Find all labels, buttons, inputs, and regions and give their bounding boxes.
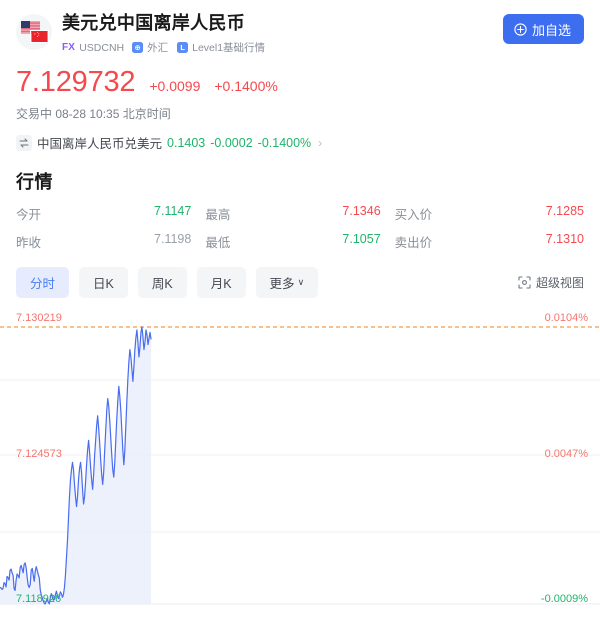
tab-daily-k[interactable]: 日K [79, 267, 128, 298]
stat-label: 今开 [16, 208, 42, 222]
intraday-chart[interactable]: 7.130219 0.0104% 7.124573 0.0047% 7.1189… [0, 310, 600, 622]
superview-button[interactable]: 超级视图 [518, 274, 584, 291]
globe-icon: ⊕ [132, 42, 144, 53]
chart-tabbar: 分时 日K 周K 月K 更多 ∨ 超级视图 [0, 251, 600, 298]
stat-value: 7.1346 [342, 204, 381, 218]
badge-row: FX USDCNH ⊕ 外汇 L Level1基础行情 [62, 40, 503, 55]
stat-value: 7.1198 [154, 232, 192, 246]
tab-label: 日K [93, 277, 114, 291]
header: 美元兑中国离岸人民币 FX USDCNH ⊕ 外汇 L Level1基础行情 加… [0, 0, 600, 55]
stat-item: 昨收 7.1198 [16, 232, 205, 251]
chevron-right-icon: › [318, 135, 323, 150]
price-change: +0.0099 [149, 78, 201, 94]
stat-label: 买入价 [394, 208, 433, 222]
price-row: 7.129732 +0.0099 +0.1400% [0, 55, 600, 99]
stat-item: 买入价 7.1285 [395, 204, 584, 223]
stat-value: 7.1057 [342, 232, 381, 246]
axis-label-left-top: 7.130219 [16, 312, 62, 324]
stat-value: 7.1147 [154, 204, 192, 218]
add-to-watchlist-button[interactable]: 加自选 [502, 14, 584, 44]
stat-item: 卖出价 7.1310 [395, 232, 584, 251]
stat-label: 卖出价 [394, 236, 433, 250]
inverse-pair-link[interactable]: 中国离岸人民币兑美元 0.1403 -0.0002 -0.1400% › [0, 122, 600, 152]
scan-frame-icon [518, 276, 531, 289]
superview-label: 超级视图 [535, 276, 584, 290]
add-to-watchlist-label: 加自选 [531, 22, 571, 38]
category-badge: 外汇 [147, 42, 169, 54]
market-status: 交易中 08-28 10:35 北京时间 [16, 107, 171, 121]
inverse-pair-name: 中国离岸人民币兑美元 [37, 137, 163, 151]
stat-value: 7.1310 [545, 232, 584, 246]
inverse-pair-change: -0.0002 [210, 135, 253, 150]
level-badge: Level1基础行情 [192, 42, 266, 54]
stat-value: 7.1285 [545, 204, 584, 218]
market-type-badge: FX [62, 42, 76, 53]
stat-item: 最高 7.1346 [205, 204, 394, 223]
stat-label: 昨收 [16, 236, 42, 250]
market-section-title: 行情 [16, 172, 53, 192]
inverse-pair-change-percent: -0.1400% [257, 135, 312, 150]
tab-timeline[interactable]: 分时 [16, 267, 70, 298]
axis-label-right-top: 0.0104% [544, 312, 588, 324]
axis-label-left-mid: 7.124573 [16, 448, 62, 460]
avatar [16, 14, 52, 50]
tab-more[interactable]: 更多 ∨ [255, 267, 319, 298]
cn-flag-icon [30, 30, 49, 43]
axis-label-left-bottom: 7.118926 [16, 593, 62, 605]
market-stats-grid: 今开 7.1147 最高 7.1346 买入价 7.1285 昨收 7.1198… [0, 194, 600, 251]
tab-label: 周K [151, 277, 173, 291]
stat-label: 最高 [205, 208, 231, 222]
symbol-badge: USDCNH [79, 41, 125, 54]
tab-label: 分时 [30, 277, 56, 291]
axis-label-right-bottom: -0.0009% [540, 593, 588, 605]
tab-label: 更多 [269, 277, 295, 291]
tab-label: 月K [210, 277, 232, 291]
swap-icon [16, 134, 32, 151]
title-block: 美元兑中国离岸人民币 FX USDCNH ⊕ 外汇 L Level1基础行情 [62, 12, 503, 55]
inverse-pair-price: 0.1403 [167, 135, 206, 150]
stat-item: 今开 7.1147 [16, 204, 205, 223]
stat-label: 最低 [205, 236, 231, 250]
level-icon: L [177, 42, 189, 53]
last-price: 7.129732 [16, 66, 136, 98]
chart-area-fill [0, 326, 152, 604]
page-title: 美元兑中国离岸人民币 [62, 13, 245, 33]
chevron-down-icon: ∨ [297, 277, 305, 287]
tab-weekly-k[interactable]: 周K [137, 267, 187, 298]
tab-monthly-k[interactable]: 月K [196, 267, 246, 298]
chart-canvas [0, 326, 600, 605]
plus-circle-icon [514, 22, 527, 36]
stat-item: 最低 7.1057 [205, 232, 394, 251]
price-change-percent: +0.1400% [214, 78, 278, 94]
axis-label-right-mid: 0.0047% [544, 448, 588, 460]
